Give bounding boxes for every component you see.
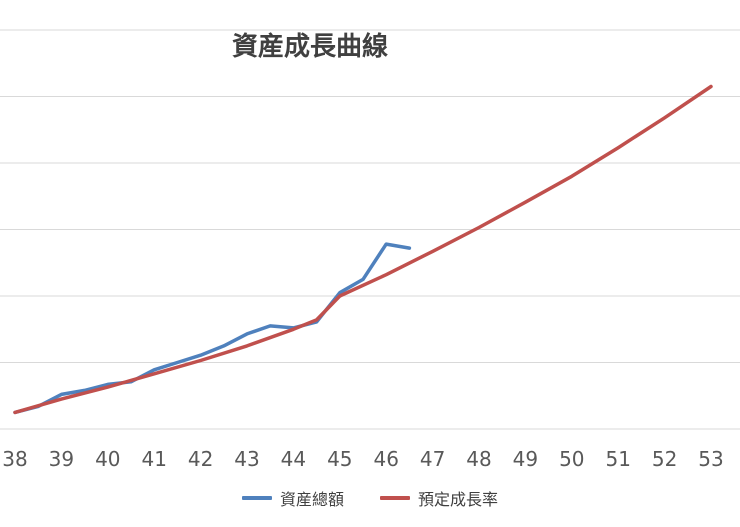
x-tick-label: 49 [513,447,538,471]
x-tick-label: 46 [373,447,398,471]
chart-legend: 資産總額 預定成長率 [0,486,740,510]
line-chart: 38 39 40 41 42 43 44 45 46 47 48 49 50 51 52 53 [0,29,740,471]
x-tick-label: 39 [49,447,74,471]
legend-label-planned-growth: 預定成長率 [418,490,499,509]
legend-item-asset-total: 資産總額 [241,486,344,510]
series-line-planned-growth [13,84,713,415]
x-tick-label: 53 [698,447,723,471]
x-tick-label: 44 [281,447,306,471]
x-tick-label: 47 [420,447,445,471]
x-tick-label: 48 [466,447,491,471]
x-tick-label: 40 [95,447,120,471]
x-tick-label: 50 [559,447,584,471]
x-tick-label: 38 [2,447,27,471]
x-tick-label: 42 [188,447,213,471]
x-tick-label: 43 [234,447,259,471]
legend-label-asset-total: 資産總額 [279,490,344,509]
x-tick-label: 41 [141,447,166,471]
x-tick-label: 45 [327,447,352,471]
x-tick-label: 52 [652,447,677,471]
legend-item-planned-growth: 預定成長率 [380,486,498,510]
x-tick-label: 51 [605,447,630,471]
chart-title: 資産成長曲線 [231,32,388,62]
legend-swatch-asset-total [241,496,272,500]
series-line-asset-total [13,242,412,415]
legend-swatch-planned-growth [380,496,410,500]
